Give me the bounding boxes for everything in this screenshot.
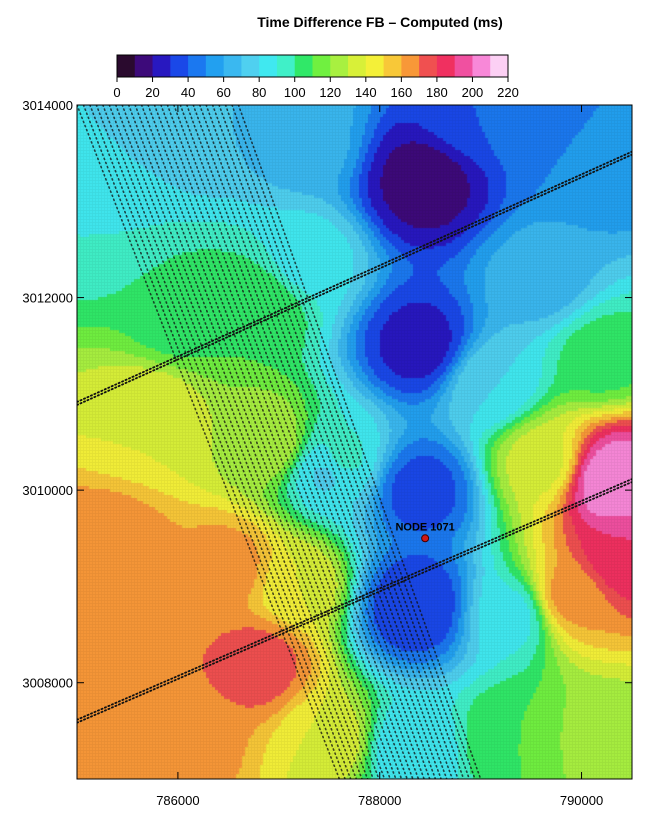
colorbar-swatch-15	[383, 55, 402, 77]
receiver-line	[192, 105, 442, 779]
colorbar-tick-label: 200	[462, 85, 484, 100]
y-tick-label: 3010000	[22, 483, 73, 498]
x-tick-label: 786000	[156, 793, 199, 808]
colorbar-swatch-1	[134, 55, 154, 77]
receiver-line	[205, 105, 454, 779]
receiver-line	[82, 105, 346, 779]
colorbar-swatch-8	[259, 55, 278, 77]
receiver-line	[160, 105, 414, 779]
heatmap-field	[77, 105, 632, 779]
colorbar-swatch-12	[330, 55, 349, 77]
source-lines	[77, 150, 632, 724]
node-marker-dot	[421, 534, 430, 543]
colorbar-tick-label: 220	[497, 85, 519, 100]
receiver-line	[153, 105, 408, 779]
colorbar-swatch-20	[472, 55, 491, 77]
plot-frame	[76, 104, 633, 780]
y-tick-label: 3014000	[22, 98, 73, 113]
colorbar-swatch-19	[454, 55, 473, 77]
receiver-line	[108, 105, 369, 779]
receiver-line	[121, 105, 380, 779]
colorbar-swatch-9	[276, 55, 296, 77]
colorbar-swatch-2	[152, 55, 171, 77]
receiver-line	[237, 105, 482, 779]
receiver-line	[185, 105, 437, 779]
receiver-line	[198, 105, 448, 779]
y-tick-label: 3012000	[22, 291, 73, 306]
x-tick-label: 790000	[560, 793, 603, 808]
colorbar-tick-label: 140	[355, 85, 377, 100]
colorbar-tick-label: 80	[252, 85, 266, 100]
y-axis: 3008000 3010000 3012000 3014000	[22, 98, 632, 691]
colorbar-tick-label: 60	[216, 85, 230, 100]
colorbar-swatch-10	[294, 55, 313, 77]
colorbar-swatch-7	[241, 55, 260, 77]
receiver-line	[89, 105, 352, 779]
receiver-line	[166, 105, 420, 779]
receiver-line	[114, 105, 375, 779]
receiver-line	[77, 105, 341, 779]
colorbar-tick-label: 100	[284, 85, 306, 100]
source-line	[77, 150, 632, 403]
receiver-line	[179, 105, 431, 779]
source-line	[77, 153, 632, 406]
colorbar-swatch-16	[401, 55, 420, 77]
receiver-line	[95, 105, 358, 779]
receiver-line	[211, 105, 459, 779]
receiver-line	[173, 105, 425, 779]
colorbar-tick-label: 40	[181, 85, 195, 100]
colorbar-swatch-5	[205, 55, 225, 77]
source-line	[77, 481, 632, 724]
receiver-line	[218, 105, 465, 779]
colorbar-tick-label: 120	[319, 85, 341, 100]
receiver-line	[127, 105, 386, 779]
receiver-line	[224, 105, 471, 779]
colorbar-swatch-18	[436, 55, 456, 77]
x-axis: 786000 788000 790000	[156, 105, 603, 808]
colorbar-tick-label: 160	[391, 85, 413, 100]
colorbar-swatch-17	[419, 55, 438, 77]
receiver-line	[231, 105, 476, 779]
colorbar-swatch-4	[188, 55, 207, 77]
colorbar-swatch-21	[490, 55, 509, 77]
y-tick-label: 3008000	[22, 676, 73, 691]
node-label: NODE 1071	[395, 521, 454, 533]
chart-title: Time Difference FB – Computed (ms)	[257, 14, 503, 30]
colorbar-tick-label: 0	[113, 85, 120, 100]
source-line	[77, 478, 632, 721]
colorbar-frame	[116, 54, 509, 78]
colorbar-ticks: 0 20 40 60 80 100 120 140 160 180 200 220	[113, 77, 519, 100]
x-tick-label: 788000	[358, 793, 401, 808]
colorbar	[116, 54, 509, 78]
receiver-line	[102, 105, 363, 779]
colorbar-swatch-0	[117, 55, 136, 77]
receiver-lines	[77, 105, 482, 779]
colorbar-swatch-3	[170, 55, 189, 77]
colorbar-swatch-6	[223, 55, 242, 77]
colorbar-swatch-13	[348, 55, 367, 77]
node-marker: NODE 1071	[395, 521, 455, 543]
colorbar-swatch-14	[365, 55, 385, 77]
receiver-line	[140, 105, 397, 779]
colorbar-tick-label: 180	[426, 85, 448, 100]
receiver-line	[147, 105, 403, 779]
colorbar-tick-label: 20	[145, 85, 159, 100]
receiver-line	[134, 105, 392, 779]
colorbar-swatch-11	[312, 55, 331, 77]
plot-area	[77, 105, 632, 779]
